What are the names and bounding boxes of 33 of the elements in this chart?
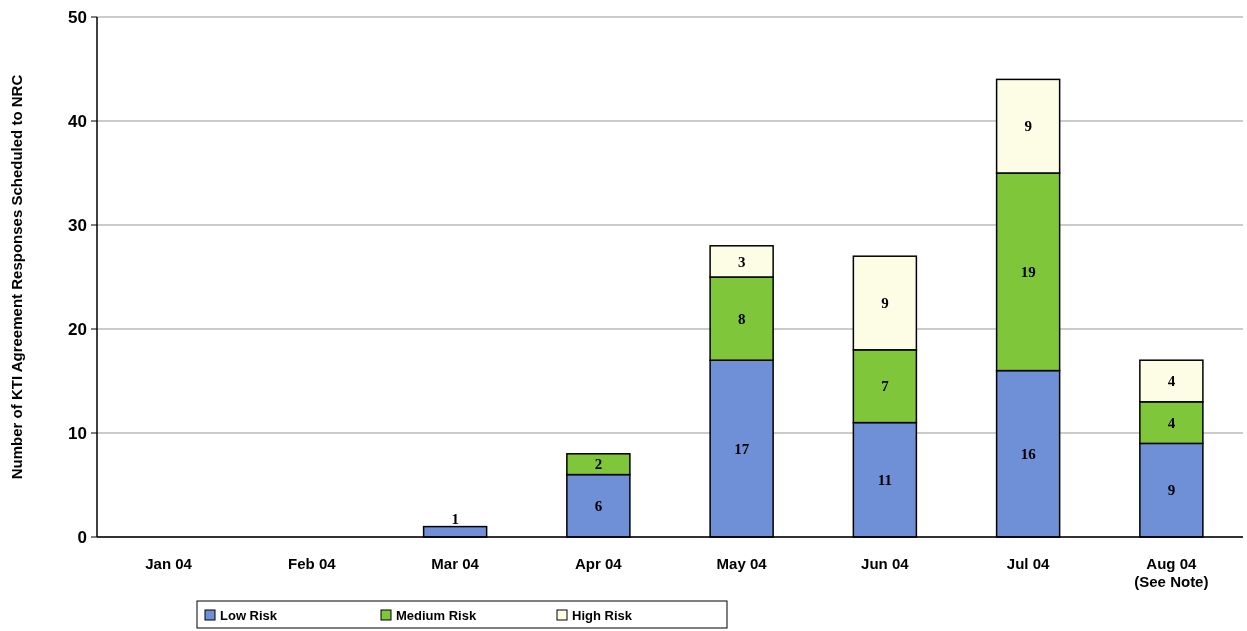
y-tick-label: 10 [68,423,87,443]
data-label: 3 [737,253,746,270]
data-label: 17 [734,440,750,457]
data-label: 4 [1167,414,1176,431]
data-label: 2 [594,456,603,473]
data-label: 11 [877,472,892,489]
data-label: 9 [1167,482,1176,499]
data-label: 1 [451,510,459,527]
x-tick-label: Jun 04 [861,555,910,572]
y-tick-label: 50 [68,7,87,27]
data-label: 6 [594,498,603,515]
y-tick-label: 0 [77,527,87,547]
y-tick-label: 30 [68,215,87,235]
x-tick-label: Aug 04 (See Note) [1134,555,1209,590]
data-label: 9 [881,295,889,312]
y-tick-label: 20 [68,319,87,339]
x-tick-label: Feb 04 [288,555,337,572]
x-tick-label: Apr 04 [575,555,623,572]
y-axis-title: Number of KTI Agreement Responses Scheduled to NRC [8,74,25,480]
data-label: 9 [1024,118,1032,135]
x-tick-label: May 04 [716,555,768,572]
data-label: 4 [1167,373,1176,390]
legend-label: Medium Risk [396,607,477,623]
x-tick-label: Mar 04 [431,555,480,572]
legend-label: High Risk [572,607,633,623]
legend-label: Low Risk [220,607,278,623]
data-label: 7 [881,378,890,395]
y-tick-label: 40 [68,111,87,131]
x-tick-label: Jul 04 [1006,555,1051,572]
x-tick-label: Jan 04 [145,555,193,572]
data-label: 19 [1020,264,1036,281]
data-label: 8 [737,310,746,327]
data-label: 16 [1020,446,1037,463]
